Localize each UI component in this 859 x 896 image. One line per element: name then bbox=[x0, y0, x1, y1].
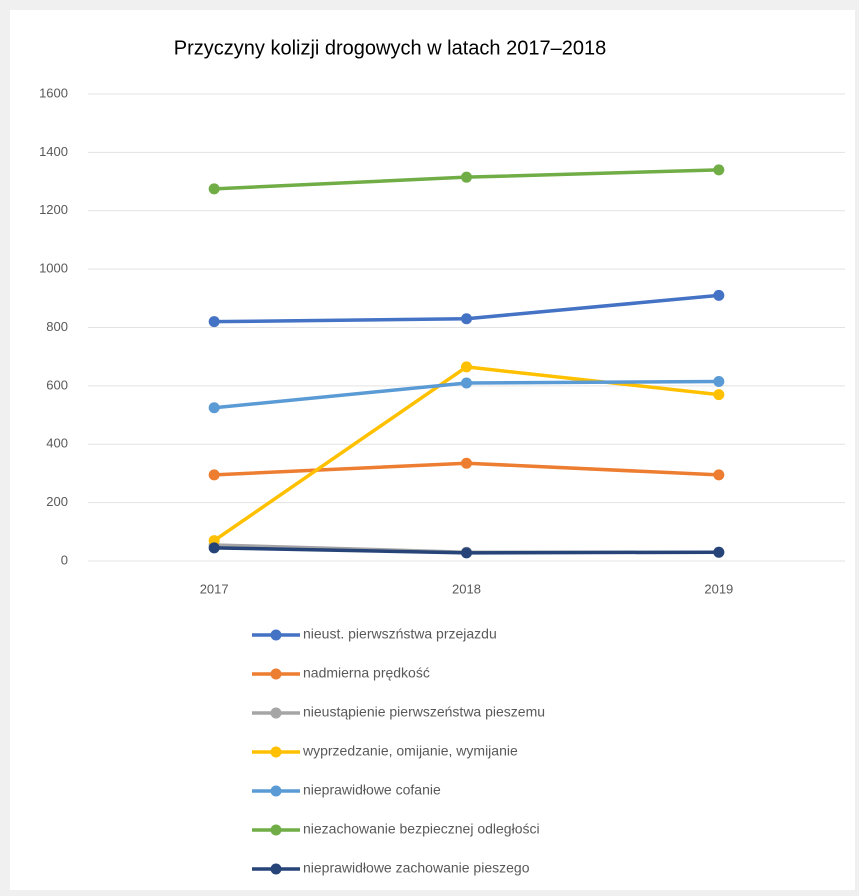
y-tick-label: 600 bbox=[46, 377, 68, 392]
legend-label: nieprawidłowe zachowanie pieszego bbox=[303, 860, 530, 876]
data-point bbox=[713, 469, 725, 481]
data-point bbox=[461, 171, 472, 183]
legend-label: niezachowanie bezpiecznej odległości bbox=[303, 821, 540, 837]
data-point bbox=[713, 546, 725, 558]
data-point bbox=[208, 316, 220, 328]
legend-swatch-marker bbox=[270, 668, 282, 680]
y-tick-label: 1000 bbox=[39, 261, 68, 276]
chart-title: Przyczyny kolizji drogowych w latach 201… bbox=[174, 37, 606, 59]
y-tick-label: 1200 bbox=[39, 202, 68, 217]
legend-label: wyprzedzanie, omijanie, wymijanie bbox=[302, 743, 518, 759]
data-point bbox=[208, 469, 220, 481]
chart-background bbox=[10, 10, 855, 890]
y-tick-label: 1400 bbox=[39, 144, 68, 159]
data-point bbox=[208, 542, 220, 554]
legend-label: nieust. pierwszństwa przejazdu bbox=[303, 626, 497, 642]
y-tick-label: 800 bbox=[46, 319, 68, 334]
data-point bbox=[461, 377, 472, 389]
data-point bbox=[713, 164, 725, 176]
y-tick-label: 1600 bbox=[39, 85, 68, 100]
y-tick-label: 400 bbox=[46, 436, 68, 451]
data-point bbox=[713, 389, 725, 401]
x-tick-label: 2019 bbox=[704, 581, 733, 596]
data-point bbox=[461, 547, 472, 559]
legend-label: nieustąpienie pierwszeństwa pieszemu bbox=[303, 704, 545, 720]
data-point bbox=[461, 361, 472, 373]
data-point bbox=[208, 183, 220, 195]
legend-swatch-marker bbox=[270, 824, 282, 836]
legend-swatch-marker bbox=[270, 746, 282, 758]
data-point bbox=[713, 375, 725, 387]
y-tick-label: 0 bbox=[61, 552, 68, 567]
data-point bbox=[461, 457, 472, 469]
legend-swatch-marker bbox=[270, 629, 282, 641]
legend-swatch-marker bbox=[270, 785, 282, 797]
data-point bbox=[461, 313, 472, 325]
x-tick-label: 2017 bbox=[200, 581, 229, 596]
legend-swatch-marker bbox=[270, 707, 282, 719]
y-tick-label: 200 bbox=[46, 494, 68, 509]
legend-label: nieprawidłowe cofanie bbox=[303, 782, 441, 798]
legend-swatch-marker bbox=[270, 863, 282, 875]
data-point bbox=[208, 402, 220, 414]
data-point bbox=[713, 289, 725, 301]
x-tick-label: 2018 bbox=[452, 581, 481, 596]
legend-label: nadmierna prędkość bbox=[303, 665, 430, 681]
